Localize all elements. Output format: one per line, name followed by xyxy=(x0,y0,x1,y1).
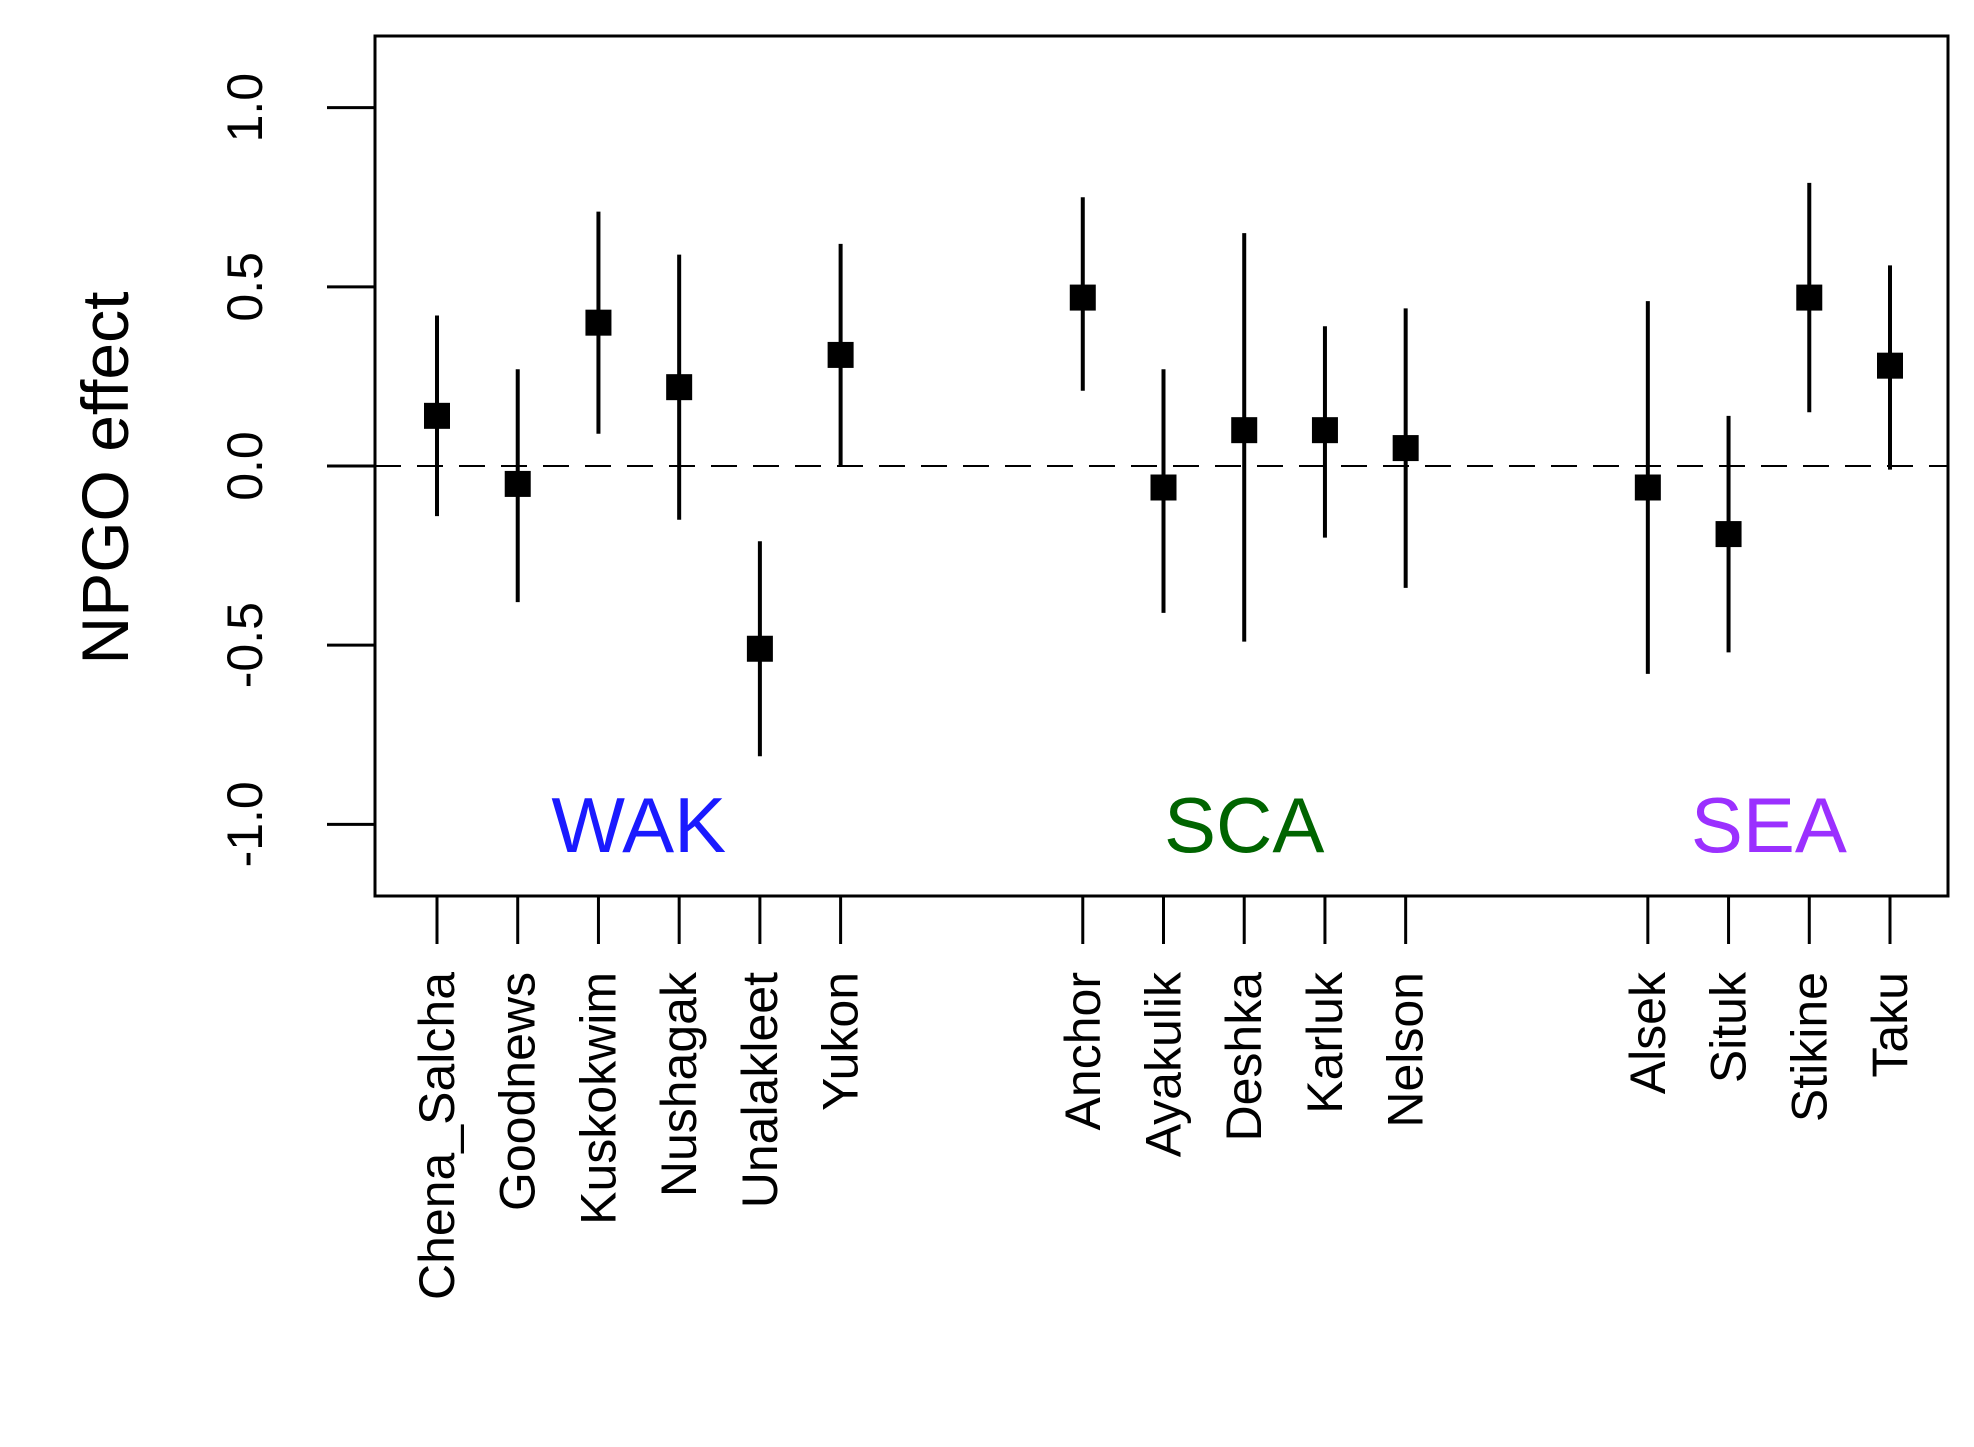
x-tick-label: Situk xyxy=(1701,971,1757,1083)
x-tick-label: Taku xyxy=(1862,972,1918,1078)
x-tick-label: Nushagak xyxy=(651,971,707,1197)
point-estimate xyxy=(1392,435,1419,462)
x-tick-label: Goodnews xyxy=(490,972,546,1211)
point-estimate xyxy=(1715,521,1742,548)
y-axis-title: NPGO effect xyxy=(68,292,142,665)
point-estimate xyxy=(746,635,773,662)
y-tick-label: -1.0 xyxy=(217,781,273,867)
point-estimate xyxy=(1877,352,1903,379)
x-tick-label: Unalakleet xyxy=(732,972,788,1208)
label-layer: -1.0 -0.5 0.0 0.5 1.0 NPGO effect Chena_Salcha… xyxy=(68,73,1918,1300)
point-estimate xyxy=(504,470,531,497)
group-label: SCA xyxy=(1164,781,1324,869)
x-tick-label: Stikine xyxy=(1781,972,1837,1122)
group-label: WAK xyxy=(551,781,726,869)
y-tick-label: 1.0 xyxy=(217,73,273,143)
point-estimate xyxy=(1311,417,1338,444)
y-tick-label: 0.0 xyxy=(217,431,273,501)
y-tick-label: 0.5 xyxy=(217,252,273,322)
x-tick-label: Chena_Salcha xyxy=(409,972,465,1300)
x-tick-label: Kuskokwim xyxy=(570,972,626,1225)
group-label: SEA xyxy=(1691,781,1847,869)
point-estimate xyxy=(585,309,612,336)
mark-layer xyxy=(375,182,1948,757)
x-tick-label: Ayakulik xyxy=(1136,971,1192,1157)
x-tick-label: Deshka xyxy=(1216,972,1272,1142)
point-estimate xyxy=(1069,284,1096,311)
x-tick-label: Yukon xyxy=(813,972,869,1111)
point-estimate xyxy=(424,402,450,429)
x-tick-label: Alsek xyxy=(1620,971,1676,1094)
x-tick-label: Nelson xyxy=(1378,972,1434,1128)
point-estimate xyxy=(827,341,854,368)
y-tick-label: -0.5 xyxy=(217,602,273,688)
point-estimate xyxy=(1796,284,1823,311)
x-tick-label: Anchor xyxy=(1055,972,1111,1130)
point-estimate xyxy=(1231,417,1258,444)
point-estimate xyxy=(666,374,693,401)
point-estimate xyxy=(1634,474,1661,501)
point-estimate xyxy=(1150,474,1177,501)
x-tick-label: Karluk xyxy=(1297,971,1353,1114)
